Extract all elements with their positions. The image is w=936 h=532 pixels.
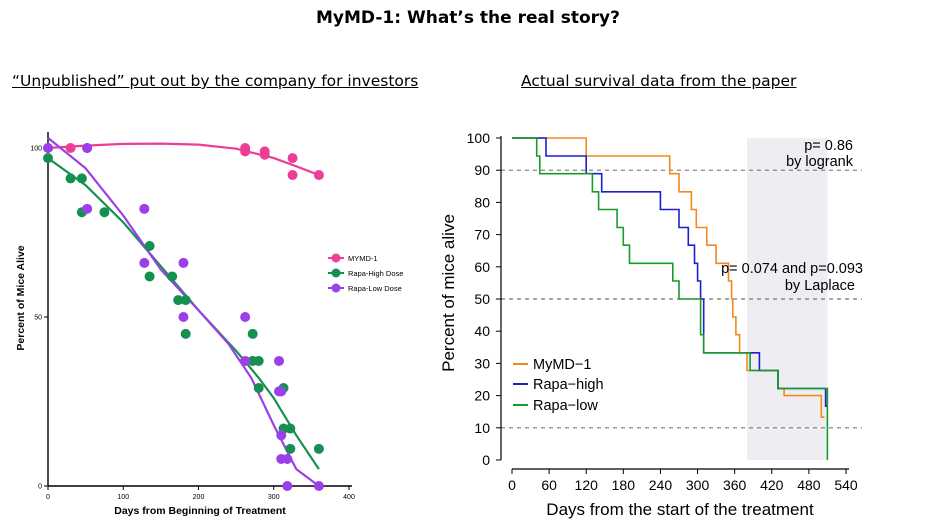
left-point-rapa-high (43, 153, 53, 164)
annotation-logrank-method: by logrank (786, 154, 854, 170)
left-point-mymd1 (259, 149, 270, 160)
right-x-tick-label: 0 (508, 477, 516, 493)
left-point-rapa-low (82, 143, 93, 153)
left-trend-rapa-low (47, 137, 320, 487)
left-point-rapa-high (247, 328, 258, 339)
right-y-tick-label: 40 (474, 323, 490, 339)
left-point-rapa-low (43, 143, 53, 153)
left-point-rapa-high (65, 173, 76, 184)
right-x-axis-label: Days from the start of the treatment (546, 500, 814, 519)
left-point-rapa-high (76, 173, 87, 184)
right-y-tick-label: 20 (474, 388, 490, 404)
annotation-laplace-p: p= 0.074 and p=0.093 (721, 261, 863, 277)
left-point-mymd1 (287, 153, 298, 164)
right-y-tick-label: 90 (474, 162, 490, 178)
left-x-tick-label: 100 (117, 494, 129, 501)
right-x-tick-label: 480 (797, 477, 821, 493)
right-y-tick-label: 0 (482, 452, 490, 468)
right-x-tick-label: 540 (834, 477, 858, 493)
annotation-logrank-p: p= 0.86 (804, 138, 853, 154)
left-point-rapa-low (82, 203, 93, 214)
left-x-axis-label: Days from Beginning of Treatment (114, 505, 286, 517)
right-y-tick-label: 70 (474, 227, 490, 243)
left-point-rapa-low (178, 312, 189, 322)
left-point-rapa-low (240, 312, 251, 322)
left-point-rapa-high (253, 355, 264, 366)
left-point-rapa-high (285, 423, 296, 434)
left-point-rapa-low (276, 430, 287, 441)
right-panel-heading: Actual survival data from the paper (521, 72, 797, 90)
left-point-rapa-low (178, 257, 189, 268)
left-point-rapa-high (99, 207, 110, 218)
left-point-rapa-low (240, 355, 251, 366)
legend-label-rapa-low: Rapa-Low Dose (348, 284, 402, 293)
right-chart: 0 10 20 30 40 50 60 70 80 90 100 0 60 120 180 240 300 360… (439, 130, 863, 519)
left-point-rapa-low (276, 386, 287, 397)
left-point-rapa-high (253, 382, 264, 393)
left-point-rapa-high (313, 443, 324, 454)
legend-label-rapa-low-right: Rapa−low (533, 398, 598, 414)
left-point-mymd1 (240, 146, 251, 157)
legend-label-rapa-high-right: Rapa−high (533, 377, 604, 393)
left-legend: MYMD-1 Rapa-High Dose Rapa-Low Dose (328, 253, 403, 293)
legend-label-mymd1-right: MyMD−1 (533, 357, 591, 373)
left-point-mymd1 (65, 143, 76, 153)
left-point-mymd1 (313, 170, 324, 181)
right-y-tick-label: 60 (474, 259, 490, 275)
right-legend: MyMD−1 Rapa−high Rapa−low (513, 357, 604, 414)
left-point-rapa-high (144, 241, 155, 252)
left-trend-mymd1 (47, 142, 320, 177)
left-x-tick-label: 0 (46, 494, 50, 501)
left-point-mymd1 (287, 170, 298, 181)
left-x-tick-label: 400 (343, 494, 355, 501)
left-y-tick-label: 0 (38, 484, 42, 491)
left-point-rapa-high (144, 271, 155, 282)
left-point-rapa-high (180, 328, 191, 339)
left-y-tick-label: 100 (30, 146, 42, 153)
left-y-axis-label: Percent of Mice Alive (15, 245, 27, 350)
right-y-tick-label: 30 (474, 355, 490, 371)
left-point-rapa-high (173, 295, 184, 306)
left-panel-heading: “Unpublished” put out by the company for… (12, 72, 419, 90)
left-point-rapa-low (139, 257, 150, 268)
legend-label-mymd1: MYMD-1 (348, 254, 378, 263)
left-chart: 0 100 200 300 400 0 50 100 Days from Beginning … (15, 132, 403, 517)
left-x-tick-label: 300 (268, 494, 280, 501)
right-x-tick-label: 300 (686, 477, 710, 493)
left-point-rapa-low (282, 481, 293, 491)
left-point-rapa-low (313, 481, 324, 491)
left-point-rapa-low (139, 203, 150, 214)
slide-title: MyMD-1: What’s the real story? (316, 8, 620, 28)
right-x-tick-label: 240 (649, 477, 673, 493)
right-x-tick-label: 420 (760, 477, 784, 493)
right-y-tick-label: 80 (474, 194, 490, 210)
left-point-rapa-high (285, 443, 296, 454)
right-x-tick-label: 180 (612, 477, 636, 493)
left-point-rapa-high (180, 295, 191, 306)
right-y-tick-label: 50 (474, 291, 490, 307)
left-point-rapa-low (282, 453, 293, 464)
right-x-tick-label: 120 (575, 477, 599, 493)
right-y-tick-label: 10 (474, 420, 490, 436)
left-y-tick-label: 50 (34, 315, 42, 322)
left-point-rapa-high (167, 271, 178, 282)
right-x-tick-label: 360 (723, 477, 747, 493)
left-x-tick-label: 200 (193, 494, 205, 501)
survival-curve-rapa-low (512, 137, 829, 460)
legend-label-rapa-high: Rapa-High Dose (348, 269, 403, 278)
right-x-tick-label: 60 (541, 477, 557, 493)
annotation-laplace-method: by Laplace (785, 278, 855, 294)
right-y-tick-label: 100 (467, 130, 491, 146)
left-point-rapa-low (274, 355, 285, 366)
right-y-axis-label: Percent of mice alive (439, 214, 458, 372)
